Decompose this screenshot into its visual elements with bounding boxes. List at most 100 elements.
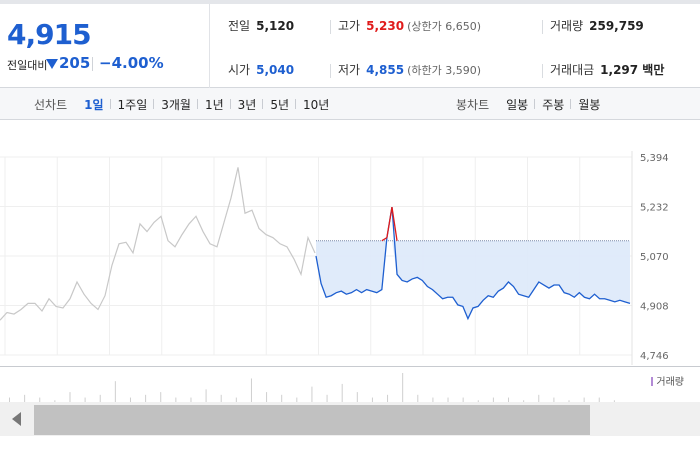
volume-bar (462, 397, 464, 403)
candle-chart-periods: 봉차트 일봉 주봉 월봉 (456, 88, 607, 120)
volume-bar (129, 397, 131, 403)
volume-bar (281, 394, 283, 403)
period-tab[interactable]: 3개월 (153, 96, 198, 113)
volume-bar (190, 397, 192, 403)
chart-toolbar: 선차트 1일 1주일 3개월 1년 3년 5년 10년 봉차트 일봉 주봉 월봉 (0, 88, 700, 120)
volume-bar (508, 397, 510, 403)
volume-bar (371, 397, 373, 403)
volume-bar (613, 400, 615, 403)
turnover-value: 1,297 백만 (600, 63, 665, 77)
change-percent: −4.00% (99, 54, 164, 72)
candle-tab[interactable]: 월봉 (570, 96, 607, 113)
volume-chart-svg (9, 373, 615, 403)
volume-bar (266, 392, 268, 403)
volume-bar (356, 392, 358, 403)
volume-bar (477, 400, 479, 403)
stat-prev-close: 전일 5,120 (228, 19, 295, 33)
volume-bar (99, 394, 101, 403)
volume-bar (175, 397, 177, 403)
low-value: 4,855 (366, 63, 405, 77)
volume-bar (326, 394, 328, 403)
down-triangle-icon (46, 59, 58, 69)
period-tab[interactable]: 1일 (84, 97, 104, 112)
volume-bar (492, 397, 494, 403)
volume-bar (417, 394, 419, 403)
volume-bar (583, 397, 585, 403)
period-tab[interactable]: 1주일 (109, 96, 155, 113)
volume-bar (9, 397, 10, 403)
volume-legend: 거래량 (651, 373, 684, 388)
horizontal-scrollbar[interactable] (0, 402, 700, 436)
volume-bar (160, 392, 162, 403)
prev-close-value: 5,120 (256, 19, 295, 33)
stat-open: 시가 5,040 (228, 63, 295, 77)
period-tab[interactable]: 3년 (229, 96, 264, 113)
candle-tab[interactable]: 주봉 (534, 96, 571, 113)
volume-bar (432, 397, 434, 403)
period-tab[interactable]: 10년 (295, 96, 336, 113)
price-chart-svg: 5,394 5,232 5,070 4,908 4,746 (0, 151, 669, 365)
series-today-line (315, 207, 631, 321)
candle-chart-label: 봉차트 (456, 97, 490, 112)
volume-bar (235, 397, 237, 403)
series-prev-day-line (0, 167, 316, 321)
volume-bar (84, 397, 86, 403)
series-today-up-segment (386, 207, 393, 238)
volume-chart: 거래량 (0, 366, 700, 403)
current-price-box: 4,915 전일대비 205 −4.00% (0, 4, 210, 88)
volume-value: 259,759 (589, 19, 644, 33)
period-tab[interactable]: 1년 (196, 96, 231, 113)
change-divider (92, 57, 93, 71)
volume-bar (54, 400, 56, 403)
price-chart[interactable]: 5,394 5,232 5,070 4,908 4,746 (0, 121, 700, 366)
y-tick-label: 5,070 (640, 252, 669, 263)
line-chart-label: 선차트 (34, 97, 68, 112)
stat-high: 고가 5,230 (상한가 6,650) (338, 19, 481, 33)
volume-bar (39, 397, 41, 403)
high-value: 5,230 (366, 19, 405, 33)
price-summary: 4,915 전일대비 205 −4.00% 전일 5,120 고가 5,230 (상한… (0, 4, 700, 88)
scroll-left-icon[interactable] (12, 412, 21, 426)
open-value: 5,040 (256, 63, 295, 77)
y-tick-label: 5,232 (640, 203, 669, 214)
y-tick-label: 5,394 (640, 153, 669, 164)
scroll-thumb[interactable] (34, 405, 590, 435)
stat-volume: 거래량 259,759 (550, 19, 644, 33)
divider (542, 20, 543, 34)
line-chart-periods: 선차트 1일 1주일 3개월 1년 3년 5년 10년 (34, 88, 336, 120)
volume-bar (341, 383, 343, 403)
volume-bar (220, 394, 222, 403)
lower-limit: (하한가 3,590) (407, 64, 481, 77)
change-label: 전일대비 (7, 59, 48, 72)
volume-bar (568, 400, 570, 403)
volume-bar (447, 397, 449, 403)
y-tick-label: 4,746 (640, 351, 669, 362)
divider (542, 64, 543, 78)
volume-bar (24, 394, 26, 403)
volume-bar (296, 397, 298, 403)
volume-bar (387, 394, 389, 403)
stat-turnover: 거래대금 1,297 백만 (550, 63, 665, 77)
volume-bar (250, 378, 252, 403)
series-today-up-segment (391, 207, 398, 241)
volume-bar (402, 373, 404, 403)
top-border (0, 0, 700, 4)
volume-bar (553, 397, 555, 403)
candle-tab[interactable]: 일봉 (506, 97, 529, 112)
upper-limit: (상한가 6,650) (407, 20, 481, 33)
volume-legend-swatch (651, 377, 654, 386)
volume-bar (69, 392, 71, 403)
divider (330, 20, 331, 34)
change-amount: 205 (59, 54, 91, 72)
series-today-up-segment (381, 237, 388, 242)
current-price: 4,915 (7, 18, 92, 51)
below-reference-fill (316, 240, 630, 319)
y-tick-label: 4,908 (640, 302, 669, 313)
volume-bar (538, 394, 540, 403)
volume-bar (523, 400, 525, 403)
period-tab[interactable]: 5년 (262, 96, 296, 113)
volume-bar (114, 381, 116, 403)
volume-bar (311, 386, 313, 403)
volume-bar (145, 394, 147, 403)
